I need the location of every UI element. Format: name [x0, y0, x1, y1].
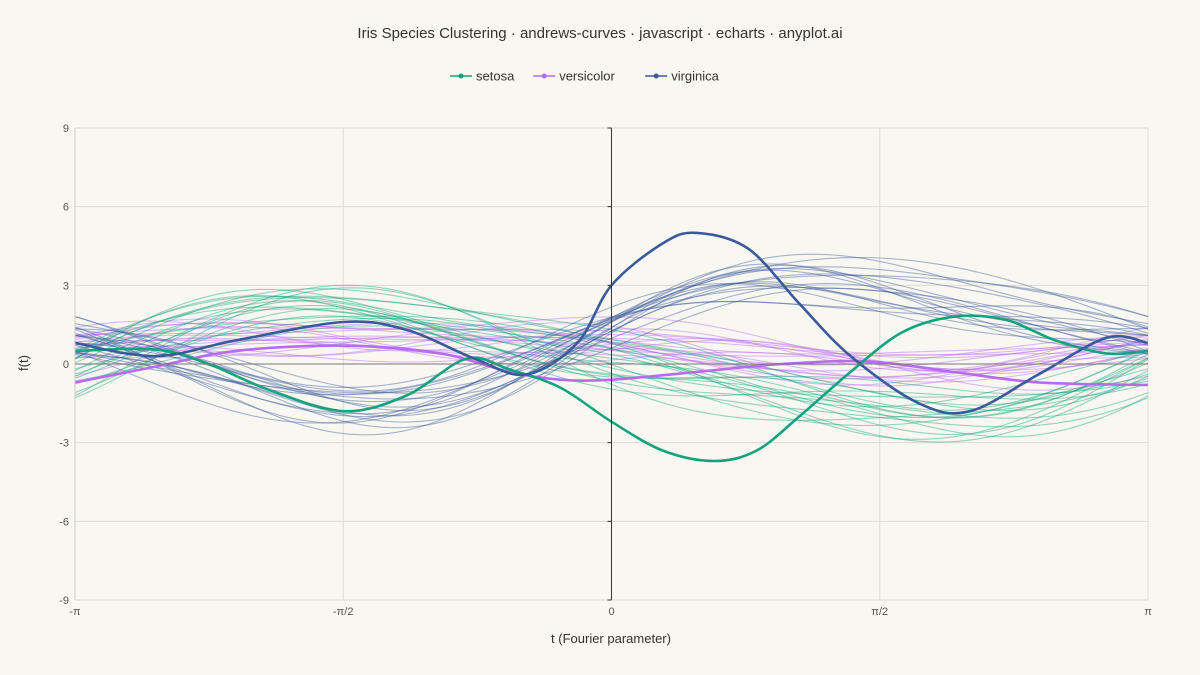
mean-curve-setosa	[75, 314, 1148, 463]
legend-item-setosa[interactable]: setosa	[450, 69, 515, 84]
x-tick-label: 0	[608, 606, 614, 618]
x-tick-label: π/2	[871, 606, 888, 618]
legend-label: setosa	[476, 69, 515, 84]
x-tick-label: -π	[69, 606, 81, 618]
legend-marker-icon	[653, 73, 659, 79]
legend-label: versicolor	[559, 69, 615, 84]
y-tick-label: -9	[59, 595, 69, 607]
y-axis-label: f(t)	[16, 355, 31, 371]
x-tick-label: -π/2	[333, 606, 353, 618]
mean-curve-virginica	[75, 231, 1148, 415]
x-axis-label: t (Fourier parameter)	[551, 631, 671, 646]
legend-item-versicolor[interactable]: versicolor	[533, 69, 615, 84]
x-tick-label: π	[1144, 606, 1152, 618]
legend-marker-icon	[458, 73, 464, 79]
legend-item-virginica[interactable]: virginica	[645, 69, 720, 84]
chart-legend[interactable]: setosa versicolor virginica	[450, 69, 720, 84]
mean-curves	[75, 231, 1148, 463]
legend-marker-icon	[541, 73, 547, 79]
y-tick-label: -6	[59, 516, 69, 528]
y-tick-label: -3	[59, 438, 69, 450]
axes: -9 -6 -3 0 3 6 9 -π -π/2 0 π/2 π	[59, 123, 1152, 618]
chart-title: Iris Species Clustering · andrews-curves…	[357, 25, 842, 42]
y-tick-label: 0	[63, 359, 69, 371]
y-tick-label: 3	[63, 280, 69, 292]
legend-label: virginica	[671, 69, 719, 84]
y-tick-label: 6	[63, 202, 69, 214]
y-tick-label: 9	[63, 123, 69, 135]
mean-curve-versicolor	[75, 344, 1148, 387]
